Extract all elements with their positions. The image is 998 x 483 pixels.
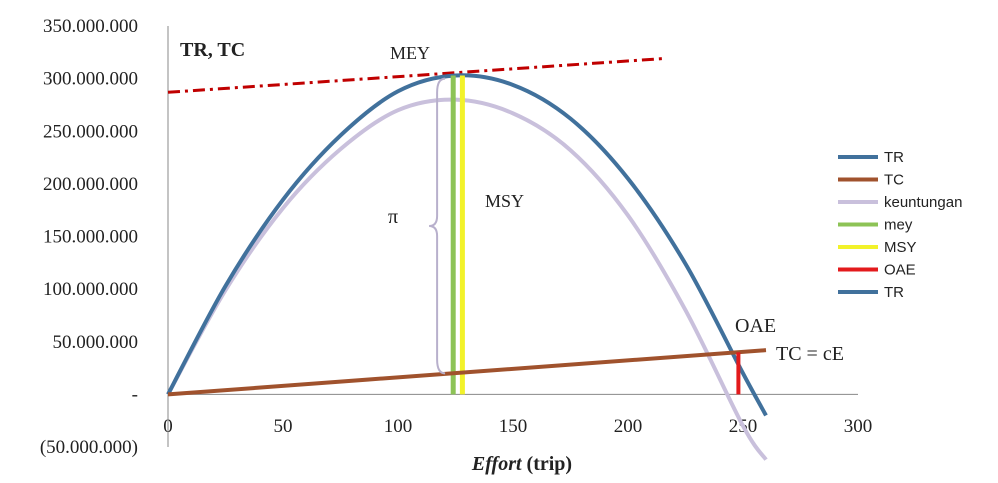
- profit-brace: [429, 77, 446, 375]
- legend-label: TR: [884, 284, 904, 301]
- legend-label: OAE: [884, 262, 916, 279]
- mey-tangent-line: [167, 57, 663, 94]
- y-tick-label: -: [132, 384, 138, 405]
- x-tick-label: 150: [499, 416, 528, 437]
- y-tick-label: 300.000.000: [43, 69, 138, 90]
- legend-label: mey: [884, 217, 913, 234]
- legend-label: TC: [884, 172, 904, 189]
- y-axis-ticks: (50.000.000) - 50.000.000 100.000.000 150.00…: [40, 16, 138, 458]
- x-axis-title-italic: Effort: [471, 453, 523, 475]
- x-axis-ticks: 0 50 100 150 200 250 300: [163, 416, 872, 437]
- tc-line: [167, 348, 767, 397]
- keuntungan-curve: [166, 97, 768, 461]
- mey-label: MEY: [390, 43, 430, 63]
- y-tick-label: 250.000.000: [43, 121, 138, 142]
- y-axis-title: TR, TC: [180, 39, 245, 61]
- pi-label: π: [388, 206, 398, 228]
- tr-curve: [166, 73, 768, 417]
- y-tick-label: 200.000.000: [43, 174, 138, 195]
- x-tick-label: 200: [614, 416, 643, 437]
- y-tick-label: 150.000.000: [43, 227, 138, 248]
- y-tick-label: 100.000.000: [43, 279, 138, 300]
- legend-label: TR: [884, 149, 904, 166]
- y-tick-label: 350.000.000: [43, 16, 138, 37]
- y-tick-label: (50.000.000): [40, 437, 138, 458]
- x-tick-label: 300: [844, 416, 873, 437]
- series-layer: [166, 57, 768, 461]
- legend-label: MSY: [884, 239, 917, 256]
- msy-label: MSY: [485, 191, 524, 211]
- legend: TR TC keuntungan mey MSY OAE TR: [838, 149, 962, 301]
- x-tick-label: 50: [274, 416, 293, 437]
- tc-equation-label: TC = cE: [776, 343, 844, 365]
- x-tick-label: 100: [384, 416, 413, 437]
- legend-label: keuntungan: [884, 194, 962, 211]
- x-axis-title-rest: (trip): [522, 453, 573, 475]
- y-tick-label: 50.000.000: [53, 332, 139, 353]
- oae-label: OAE: [735, 315, 776, 337]
- x-axis-title: Effort (trip): [471, 453, 572, 475]
